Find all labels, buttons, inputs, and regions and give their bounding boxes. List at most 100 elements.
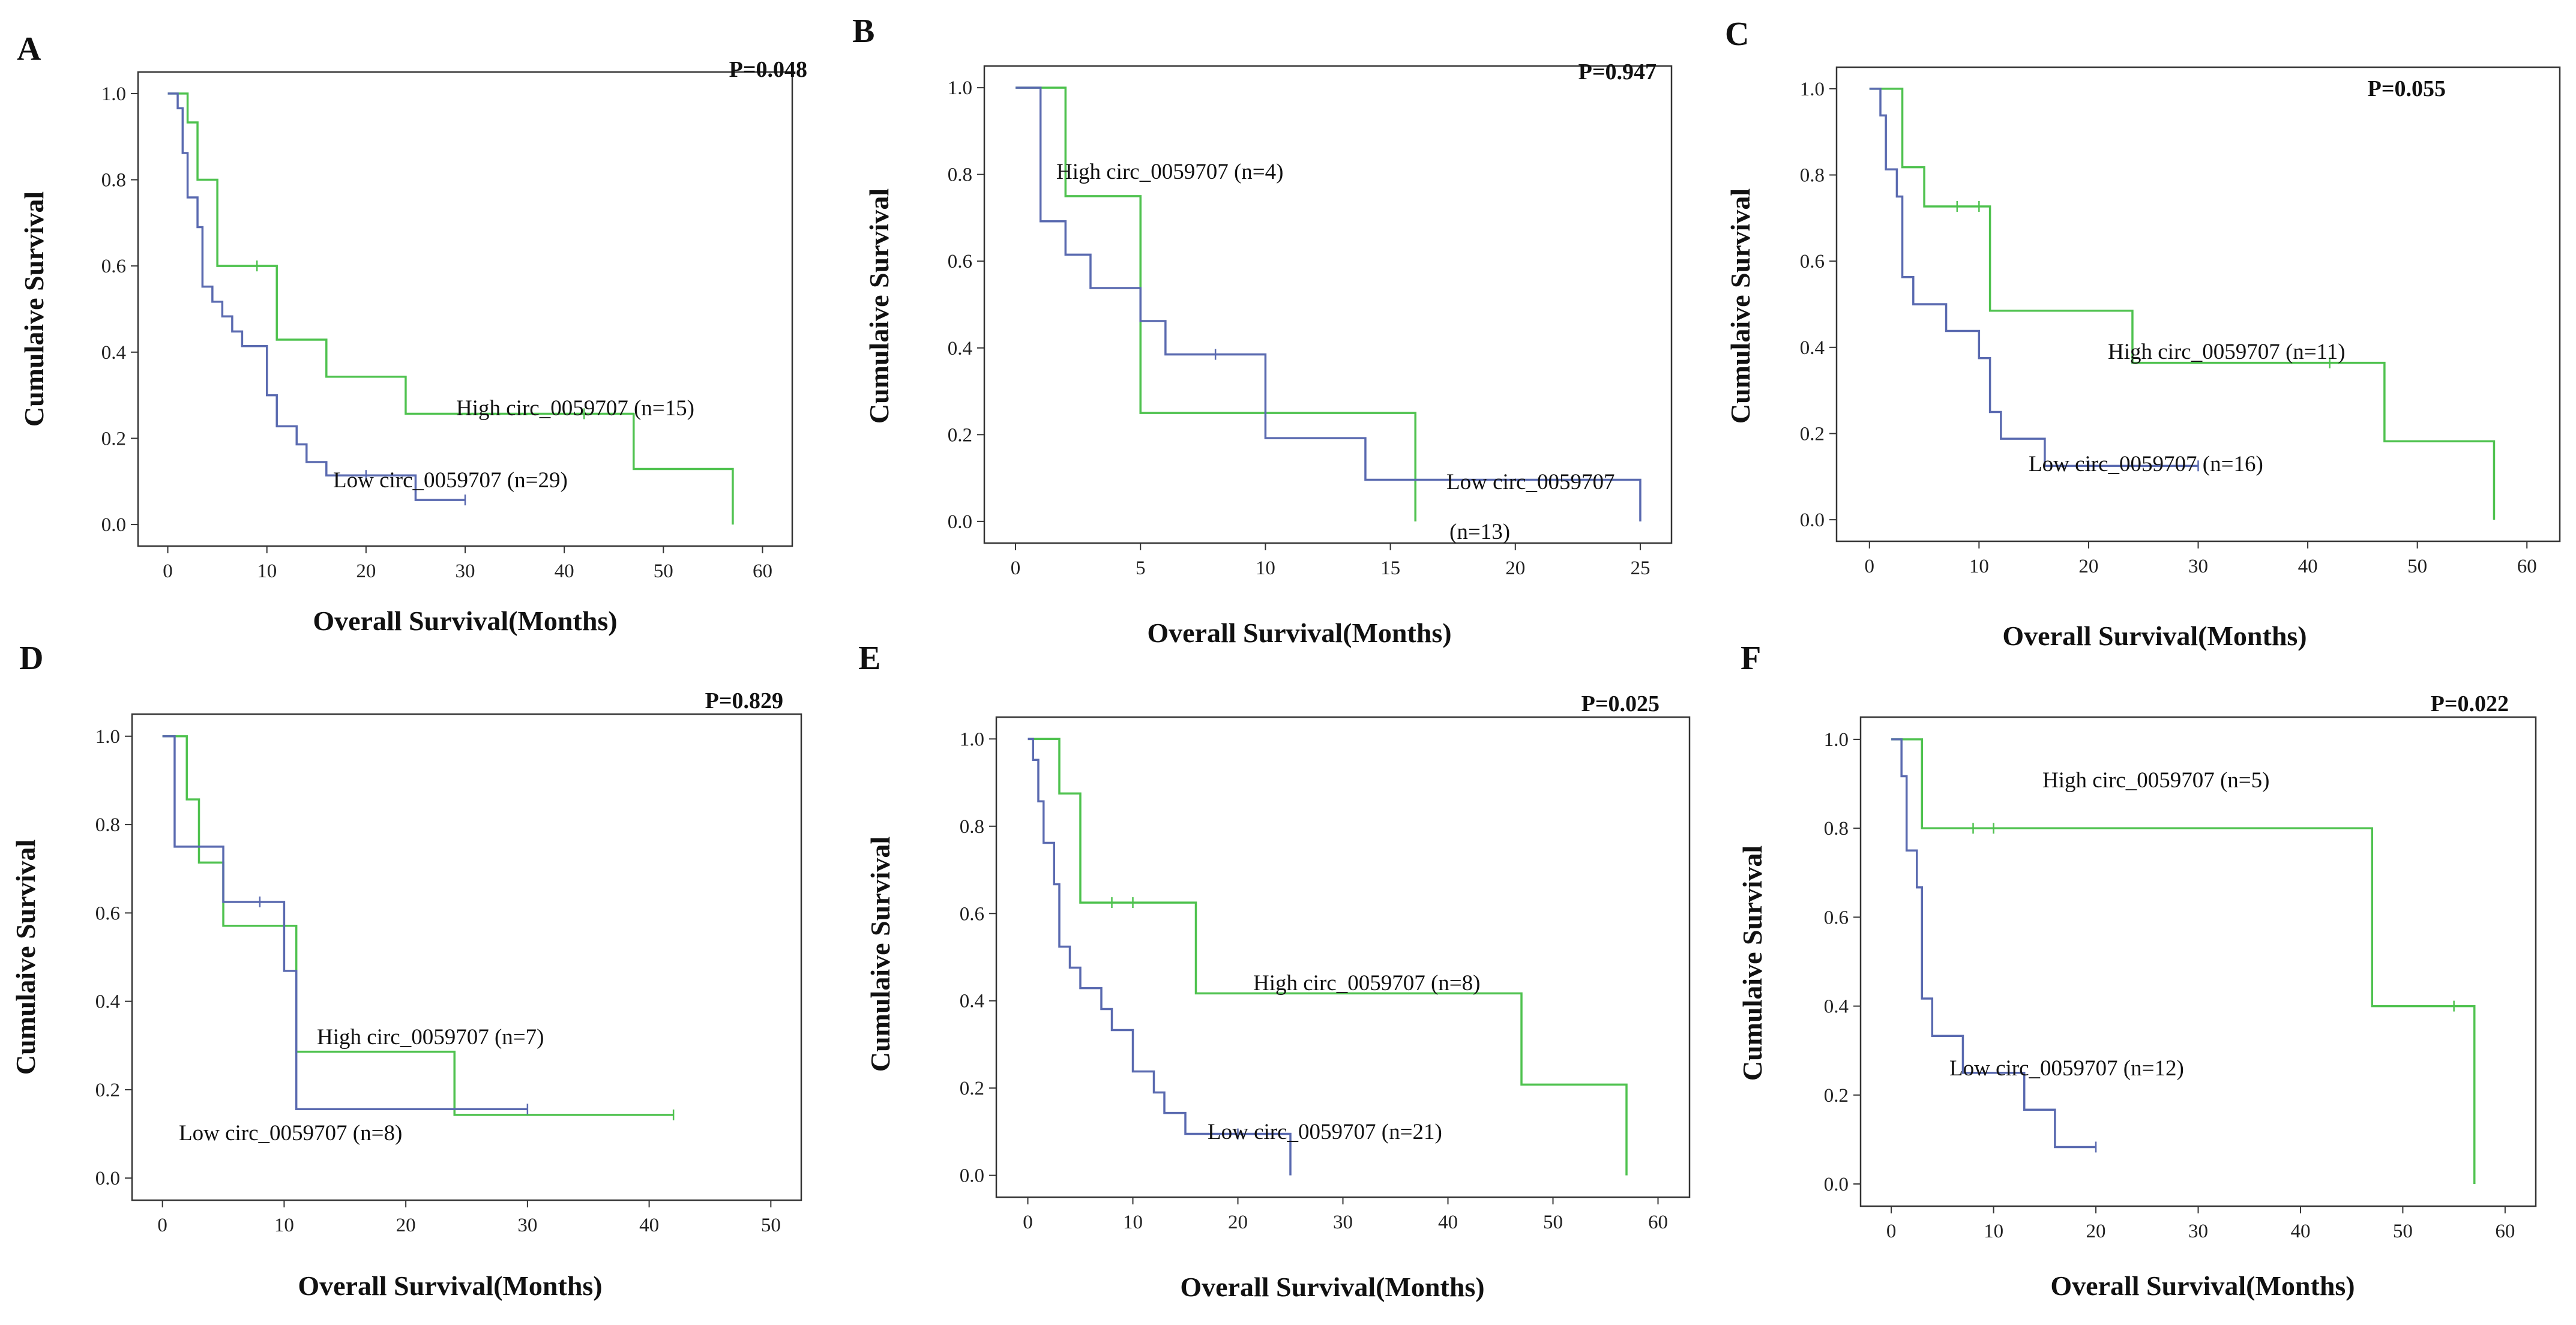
x-tick-label: 40: [2298, 556, 2318, 577]
y-axis-title: Cumulaive Survival: [10, 840, 41, 1075]
high-series-label: High circ_0059707 (n=4): [1056, 160, 1283, 184]
x-tick-label: 0: [1011, 557, 1021, 579]
y-tick-label: 1.0: [101, 83, 126, 105]
x-tick-label: 0: [1865, 556, 1875, 577]
high-survival-curve: [1028, 738, 1628, 1176]
x-tick-label: 60: [1648, 1212, 1668, 1233]
y-tick-label: 0.0: [101, 514, 126, 536]
y-tick-label: 0.4: [1824, 996, 1849, 1018]
x-tick-label: 10: [1123, 1212, 1143, 1233]
y-tick-label: 0.6: [960, 903, 984, 925]
y-tick-label: 0.6: [948, 251, 972, 272]
p-value: P=0.829: [705, 688, 783, 714]
y-axis-title: Cumulaive Survival: [865, 837, 895, 1072]
x-tick-label: 10: [1969, 556, 1989, 577]
y-tick-label: 0.6: [1800, 251, 1825, 272]
panel-letter: A: [17, 31, 41, 68]
x-tick-label: 60: [2495, 1221, 2515, 1242]
y-tick-label: 0.8: [948, 164, 972, 186]
low-series-label: Low circ_0059707 (n=12): [1949, 1056, 2184, 1081]
plot-frame: [983, 65, 1673, 544]
x-tick-label: 50: [1543, 1212, 1563, 1233]
y-tick-label: 0.6: [95, 903, 120, 924]
y-tick-label: 0.2: [1824, 1085, 1849, 1107]
y-tick-label: 0.6: [1824, 907, 1849, 928]
p-value: P=0.022: [2431, 691, 2509, 717]
plot-area: 0 5 10 15 20 25 0.0 0.2 0.4 0.6 0.8 1.0: [948, 65, 1673, 579]
y-tick-label: 0.0: [948, 511, 972, 533]
y-tick-label: 1.0: [1824, 729, 1849, 751]
km-chart-c: C 0 10 20 30 40 50 60 0.0 0.2 0.4 0.6 0.8 1.0 P=0.05…: [1725, 16, 2561, 651]
plot-area: 0 10 20 30 40 50 60 0.0 0.2 0.4 0.6 0.8 1.0: [101, 71, 793, 582]
y-tick-label: 0.0: [1824, 1174, 1849, 1195]
y-tick-label: 0.8: [1800, 165, 1825, 187]
y-tick-label: 0.2: [1800, 423, 1825, 445]
p-value: P=0.947: [1578, 59, 1657, 85]
y-tick-label: 0.0: [95, 1168, 120, 1189]
panel-b: B 0 5 10 15 20 25 0.0 0.2 0.4 0.6 0.8 1.0 P=0.947 O…: [852, 0, 1723, 648]
y-tick-label: 1.0: [95, 726, 120, 748]
low-survival-curve: [1891, 738, 2096, 1149]
y-tick-label: 1.0: [1800, 79, 1825, 100]
x-tick-label: 20: [2086, 1221, 2106, 1242]
high-series-label: High circ_0059707 (n=15): [456, 396, 694, 421]
high-series-label: High circ_0059707 (n=5): [2042, 768, 2269, 793]
y-axis-title: Cumulaive Survival: [1725, 188, 1756, 424]
high-survival-curve: [167, 92, 734, 525]
y-tick-label: 1.0: [948, 77, 972, 99]
x-axis-title: Overall Survival(Months): [2002, 620, 2307, 651]
p-value: P=0.025: [1581, 691, 1660, 717]
p-value: P=0.048: [729, 57, 807, 82]
x-tick-label: 30: [2188, 556, 2208, 577]
y-tick-label: 0.0: [960, 1165, 984, 1187]
panel-letter: B: [852, 13, 874, 50]
x-tick-label: 60: [2517, 556, 2537, 577]
x-tick-label: 20: [396, 1215, 416, 1236]
x-axis-title: Overall Survival(Months): [298, 1270, 602, 1301]
panel-letter: E: [858, 640, 880, 677]
x-tick-label: 40: [555, 560, 574, 582]
low-survival-curve: [1869, 88, 2198, 467]
low-survival-curve: [1028, 738, 1292, 1176]
x-tick-label: 30: [2188, 1221, 2208, 1242]
y-tick-label: 0.2: [960, 1078, 984, 1099]
x-axis-title: Overall Survival(Months): [2050, 1270, 2355, 1301]
panel-letter: F: [1741, 640, 1761, 677]
x-tick-label: 20: [1228, 1212, 1248, 1233]
y-tick-label: 0.8: [101, 170, 126, 191]
panel-f: F 0 10 20 30 40 50 60 0.0 0.2 0.4 0.6 0.8 1.0 P=0.02…: [1723, 636, 2576, 1325]
y-tick-label: 0.4: [948, 338, 972, 359]
x-tick-label: 50: [2407, 556, 2427, 577]
y-tick-label: 0.8: [960, 816, 984, 838]
x-tick-label: 50: [654, 560, 673, 582]
low-survival-curve: [162, 735, 528, 1111]
y-axis-title: Cumulaive Survival: [19, 191, 49, 427]
y-axis-title: Cumulaive Survival: [1737, 846, 1768, 1081]
x-tick-label: 20: [2078, 556, 2098, 577]
y-tick-label: 0.4: [95, 991, 120, 1013]
x-tick-label: 40: [639, 1215, 659, 1236]
high-survival-curve: [162, 735, 674, 1116]
y-tick-label: 0.4: [960, 991, 984, 1012]
low-series-label: Low circ_0059707: [1446, 470, 1615, 494]
x-tick-label: 25: [1630, 557, 1650, 579]
low-series-label: Low circ_0059707 (n=16): [2029, 452, 2263, 476]
panel-c: C 0 10 20 30 40 50 60 0.0 0.2 0.4 0.6 0.8 1.0 P=0.05…: [1723, 0, 2576, 651]
y-tick-label: 0.2: [948, 424, 972, 446]
x-tick-label: 20: [356, 560, 376, 582]
x-tick-label: 10: [1984, 1221, 2003, 1242]
y-axis-title: Cumulaive Survival: [864, 188, 894, 424]
x-tick-label: 0: [1023, 1212, 1033, 1233]
x-tick-label: 10: [257, 560, 277, 582]
y-tick-label: 1.0: [960, 729, 984, 750]
y-tick-label: 0.8: [1824, 818, 1849, 840]
x-axis-title: Overall Survival(Months): [1147, 617, 1451, 648]
x-tick-label: 40: [1438, 1212, 1458, 1233]
km-chart-f: F 0 10 20 30 40 50 60 0.0 0.2 0.4 0.6 0.8 1.0 P=0.02…: [1737, 640, 2537, 1301]
high-series-label: High circ_0059707 (n=7): [317, 1025, 544, 1050]
x-tick-label: 30: [456, 560, 475, 582]
low-series-n: (n=13): [1449, 520, 1510, 544]
km-chart-b: B 0 5 10 15 20 25 0.0 0.2 0.4 0.6 0.8 1.0 P=0.947 O…: [852, 13, 1673, 648]
y-tick-label: 0.6: [101, 256, 126, 277]
x-tick-label: 20: [1505, 557, 1525, 579]
